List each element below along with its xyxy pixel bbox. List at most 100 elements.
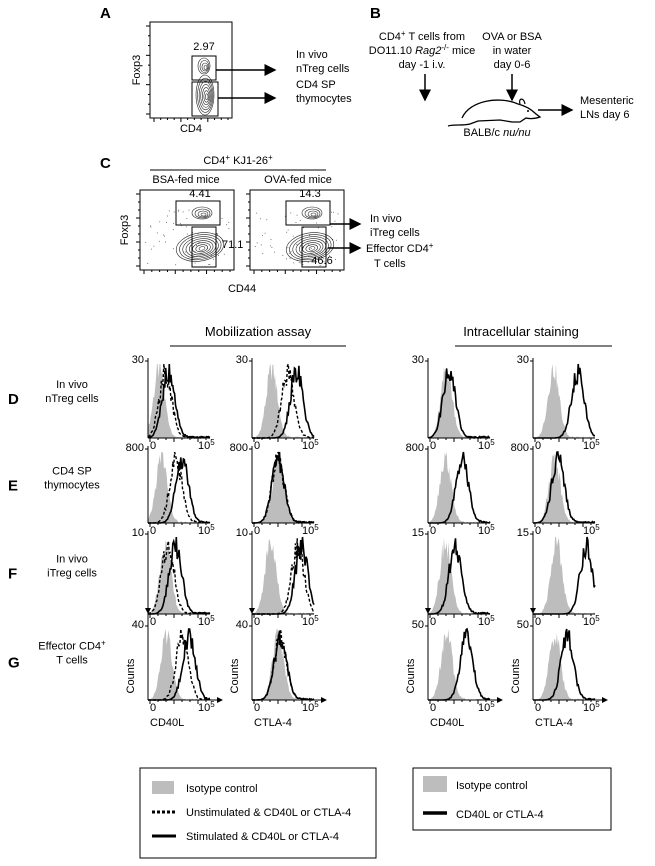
event-dot bbox=[337, 213, 339, 215]
axis-label: CD4 bbox=[180, 123, 202, 135]
protocol-text: DO11.10 Rag2-/- mice bbox=[369, 43, 475, 58]
event-dot bbox=[255, 212, 257, 214]
event-dot bbox=[286, 231, 288, 233]
event-dot bbox=[256, 242, 258, 244]
text-part: 5 bbox=[210, 700, 215, 709]
event-dot bbox=[288, 252, 290, 254]
stimulated-histogram bbox=[428, 538, 491, 616]
x-tick-label: 105 bbox=[583, 523, 600, 538]
text-part: 5 bbox=[490, 438, 495, 447]
event-dot bbox=[293, 262, 295, 264]
text-part: + bbox=[101, 638, 106, 647]
event-dot bbox=[260, 244, 262, 246]
stimulated-histogram bbox=[148, 536, 211, 615]
panel-letter: C bbox=[100, 155, 111, 172]
text-part: 5 bbox=[595, 523, 600, 532]
row-label: thymocytes bbox=[44, 480, 100, 492]
axis-label: CTLA-4 bbox=[535, 717, 573, 729]
y-tick-label: 800 bbox=[406, 442, 424, 454]
text-part: 10 bbox=[198, 525, 210, 537]
contour bbox=[197, 210, 209, 218]
event-dot bbox=[145, 241, 147, 243]
contour bbox=[191, 206, 213, 220]
event-dot bbox=[282, 254, 284, 256]
contour bbox=[197, 77, 214, 113]
protocol-text: OVA or BSA bbox=[482, 31, 542, 43]
event-dot bbox=[302, 264, 304, 266]
gate bbox=[175, 200, 221, 226]
axis-label: Foxp3 bbox=[131, 55, 143, 86]
x-tick-label: 0 bbox=[430, 616, 436, 628]
text-part: 10 bbox=[302, 525, 314, 537]
contour bbox=[198, 246, 206, 251]
legend-box bbox=[139, 767, 377, 859]
protocol-text: day 0-6 bbox=[494, 59, 531, 71]
event-dot bbox=[166, 221, 168, 223]
gate-value: 71.1 bbox=[222, 239, 243, 251]
event-dot bbox=[198, 242, 200, 244]
x-tick-label: 0 bbox=[535, 525, 541, 537]
event-dot bbox=[172, 248, 174, 250]
event-dot bbox=[335, 239, 337, 241]
text-part: 10 bbox=[478, 702, 490, 714]
readout-label: LNs day 6 bbox=[580, 109, 630, 121]
contour bbox=[192, 242, 211, 254]
event-dot bbox=[173, 222, 175, 224]
contour bbox=[298, 240, 324, 256]
event-dot bbox=[307, 261, 309, 263]
event-dot bbox=[179, 223, 181, 225]
mouse-eye bbox=[527, 110, 529, 112]
y-tick-label: 15 bbox=[517, 527, 529, 539]
event-dot bbox=[300, 262, 302, 264]
event-dot bbox=[175, 264, 177, 266]
x-tick-label: 0 bbox=[150, 702, 156, 714]
event-dot bbox=[228, 228, 230, 230]
population-label: In vivo bbox=[296, 49, 328, 61]
gate-value: 4.41 bbox=[189, 188, 210, 200]
event-dot bbox=[274, 251, 276, 253]
contour bbox=[305, 244, 318, 253]
contour bbox=[289, 234, 332, 261]
x-tick-label: 105 bbox=[478, 700, 495, 715]
y-tick-label: 30 bbox=[132, 354, 144, 366]
isotype-histogram bbox=[148, 452, 210, 523]
text-part: KJ1-26 bbox=[230, 155, 268, 167]
event-dot bbox=[292, 235, 294, 237]
event-dot bbox=[163, 235, 165, 237]
contour bbox=[301, 206, 323, 220]
axis-label: Counts bbox=[510, 658, 522, 693]
contour bbox=[310, 212, 317, 217]
event-dot bbox=[186, 218, 188, 220]
event-dot bbox=[334, 220, 336, 222]
isotype-histogram bbox=[428, 537, 490, 614]
x-tick-label: 105 bbox=[302, 438, 319, 453]
text-part: DO11.10 bbox=[369, 45, 415, 57]
population-label: iTreg cells bbox=[370, 227, 420, 239]
contour bbox=[195, 74, 215, 116]
contour bbox=[203, 65, 208, 70]
event-dot bbox=[151, 248, 153, 250]
contour bbox=[200, 212, 207, 217]
text-part: 5 bbox=[490, 614, 495, 623]
event-dot bbox=[259, 218, 261, 220]
event-dot bbox=[188, 209, 190, 211]
event-dot bbox=[184, 251, 186, 253]
group-name: OVA-fed mice bbox=[264, 174, 332, 186]
row-letter: E bbox=[8, 478, 18, 495]
group-header: CD4+ KJ1-26+ bbox=[203, 153, 273, 168]
group-name: BSA-fed mice bbox=[152, 174, 219, 186]
isotype-histogram bbox=[148, 540, 210, 614]
axis-label: Foxp3 bbox=[119, 215, 131, 246]
x-tick-label: 0 bbox=[430, 702, 436, 714]
event-dot bbox=[333, 211, 335, 213]
population-label: thymocytes bbox=[296, 93, 352, 105]
panel-letter: B bbox=[370, 5, 381, 22]
panel-letter: A bbox=[100, 5, 111, 22]
x-tick-label: 105 bbox=[583, 614, 600, 629]
stimulated-histogram bbox=[252, 451, 315, 525]
text-part: 10 bbox=[198, 616, 210, 628]
population-label: Effector CD4+ bbox=[366, 241, 434, 256]
x-tick-label: 105 bbox=[198, 700, 215, 715]
contour bbox=[307, 210, 319, 218]
protocol-text: in water bbox=[493, 45, 532, 57]
